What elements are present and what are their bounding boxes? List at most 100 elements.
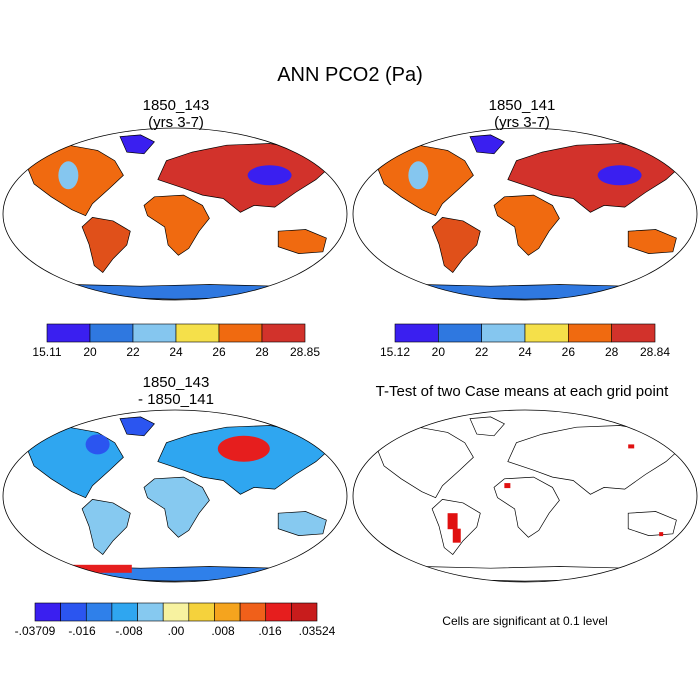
- colorbar-swatch: [524, 323, 569, 343]
- continent-samerica: [431, 217, 481, 273]
- map-land: [11, 416, 339, 582]
- panel-2-title: 1850_141 (yrs 3-7): [422, 97, 622, 131]
- colorbar-2-tick-label: 28: [604, 345, 619, 359]
- continent-antarctica: [361, 566, 689, 582]
- panel-2-title-line1: 1850_141: [488, 97, 556, 114]
- colorbar-swatch: [85, 602, 113, 622]
- colorbar-swatch: [239, 602, 267, 622]
- panel-3-title: 1850_143 - 1850_141: [76, 374, 276, 408]
- colorbar-2-tick-label: 26: [561, 345, 575, 359]
- colorbar-2-tick-label: 28.84: [639, 345, 671, 359]
- colorbar-swatch: [175, 323, 220, 343]
- continent-eurasia: [507, 425, 684, 495]
- significant-cell-4: [628, 444, 635, 449]
- mid-pco2-region: [408, 161, 429, 190]
- colorbar-3-tick-label: -.008: [115, 624, 143, 638]
- continent-samerica: [81, 499, 131, 555]
- colorbar-swatch: [188, 602, 215, 622]
- colorbar-2-tick-label: 15.12: [379, 345, 411, 359]
- colorbar-3-tick-label: .008: [211, 624, 235, 638]
- colorbar-1-tick-label: 20: [83, 345, 97, 359]
- continent-namerica: [376, 426, 474, 499]
- panel-1-title-line2: (yrs 3-7): [148, 114, 204, 131]
- colorbar-swatch: [261, 323, 306, 343]
- continent-greenland: [119, 416, 155, 437]
- significant-cell-3: [504, 483, 511, 489]
- panel-2-title-line2: (yrs 3-7): [494, 114, 550, 131]
- continent-greenland: [119, 134, 155, 155]
- panel-4-title: T-Test of two Case means at each grid po…: [375, 383, 669, 400]
- colorbar-swatch: [46, 323, 91, 343]
- continent-africa: [493, 476, 560, 538]
- figure-title: ANN PCO2 (Pa): [277, 64, 423, 86]
- colorbar-3-tick-label: -.016: [68, 624, 96, 638]
- colorbar-2: [394, 323, 656, 343]
- colorbar-3-tick-label: .00: [167, 624, 185, 638]
- low-pco2-region: [597, 165, 642, 186]
- panel-3-title-line1: 1850_143: [142, 374, 210, 391]
- panel-3-title-line2: - 1850_141: [138, 391, 214, 408]
- map-panel-2: [352, 127, 698, 301]
- colorbar-2-tick-label: 24: [518, 345, 532, 359]
- colorbar-swatch: [34, 602, 61, 622]
- significant-cell-5: [659, 532, 664, 537]
- map-outline: [352, 409, 698, 583]
- continent-greenland: [469, 134, 505, 155]
- colorbar-1-tick-label: 26: [212, 345, 226, 359]
- continent-australia: [277, 511, 327, 536]
- continent-samerica: [81, 217, 131, 273]
- colorbar-1-tick-label: 28.85: [289, 345, 321, 359]
- map-outline: [2, 127, 348, 301]
- mid-pco2-region: [58, 161, 79, 190]
- map-outline: [2, 409, 348, 583]
- continent-australia: [627, 229, 677, 254]
- colorbar-swatch: [265, 602, 292, 622]
- colorbar-swatch: [438, 323, 482, 343]
- colorbar-swatch: [394, 323, 439, 343]
- map-panel-3: [2, 409, 348, 583]
- colorbar-swatch: [568, 323, 612, 343]
- continent-greenland: [469, 416, 505, 437]
- colorbar-swatch: [111, 602, 138, 622]
- colorbar-swatch: [137, 602, 164, 622]
- colorbar-1-tick-label: 24: [169, 345, 183, 359]
- map-panel-1: [2, 127, 348, 301]
- colorbar-swatch: [611, 323, 656, 343]
- colorbar-1-tick-label: 15.11: [32, 345, 62, 359]
- continent-antarctica: [11, 566, 339, 582]
- continent-namerica: [26, 426, 124, 499]
- colorbar-swatch: [60, 602, 87, 622]
- negative-diff-region: [85, 434, 110, 455]
- map-land: [11, 134, 339, 300]
- continent-africa: [143, 194, 210, 256]
- panel-1-title-line1: 1850_143: [142, 97, 210, 114]
- continent-australia: [627, 511, 677, 536]
- continent-eurasia: [157, 143, 334, 213]
- colorbar-2-tick-label: 22: [474, 345, 489, 359]
- colorbar-swatch: [162, 602, 190, 622]
- map-panel-4: [352, 409, 698, 583]
- colorbar-swatch: [132, 323, 177, 343]
- continent-africa: [143, 476, 210, 538]
- continent-antarctica: [11, 284, 339, 300]
- continent-eurasia: [507, 143, 684, 213]
- colorbar-2-tick-label: 20: [431, 345, 445, 359]
- map-land: [361, 134, 689, 300]
- continent-australia: [277, 229, 327, 254]
- colorbar-swatch: [481, 323, 526, 343]
- colorbar-1-tick-label: 28: [255, 345, 269, 359]
- colorbar-3-tick-label: .03524: [298, 624, 336, 638]
- antarctic-positive-band: [71, 564, 132, 573]
- panel-1-title: 1850_143 (yrs 3-7): [76, 97, 276, 131]
- map-outline: [352, 127, 698, 301]
- colorbar-swatch: [89, 323, 134, 343]
- continent-africa: [493, 194, 560, 256]
- map-land: [361, 416, 689, 582]
- continent-antarctica: [361, 284, 689, 300]
- low-pco2-region: [247, 165, 292, 186]
- positive-diff-region: [217, 435, 270, 462]
- significant-cell-2: [452, 528, 461, 543]
- colorbar-3: [34, 602, 318, 622]
- colorbar-3-tick-label: .016: [258, 624, 282, 638]
